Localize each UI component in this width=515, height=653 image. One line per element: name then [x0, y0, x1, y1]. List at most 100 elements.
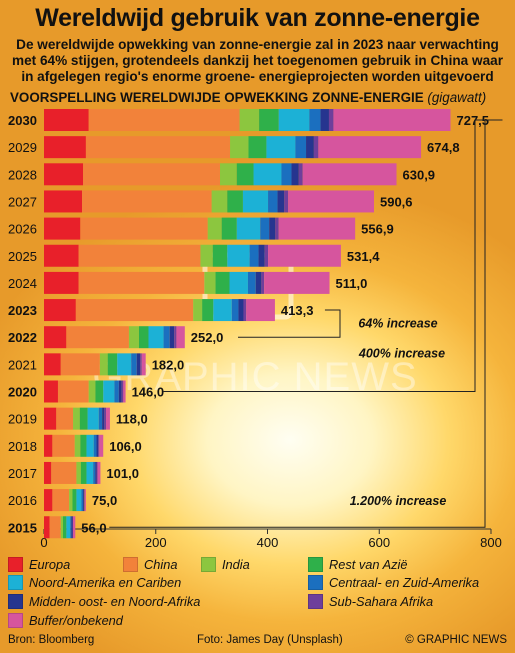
- bar-segment: [268, 244, 341, 267]
- bar-segment: [81, 489, 84, 512]
- bar-segment: [93, 434, 97, 457]
- bracket-1200-increase: [109, 119, 503, 528]
- legend-label: Rest van Azië: [329, 557, 408, 572]
- bar-segment: [333, 109, 451, 131]
- bar-segment: [295, 136, 307, 159]
- bar-segment: [44, 136, 86, 159]
- chart-unit: (gigawatt): [427, 90, 487, 105]
- bar-segment: [44, 461, 52, 484]
- bar-segment: [52, 434, 75, 457]
- page-title: Wereldwijd gebruik van zonne-energie: [35, 4, 480, 32]
- bar-segment: [73, 407, 80, 430]
- bar-segment: [70, 516, 72, 539]
- year-label: 2024: [8, 276, 37, 291]
- legend-swatch: [8, 594, 23, 609]
- year-label: 2027: [8, 194, 37, 209]
- bar-segment: [202, 299, 214, 322]
- total-value-label: 556,9: [361, 222, 394, 237]
- legend-item: China: [123, 557, 177, 572]
- bar-segment: [141, 353, 146, 376]
- total-value-label: 511,0: [336, 276, 368, 291]
- bar-segment: [328, 109, 334, 131]
- bar-segment: [298, 163, 303, 186]
- legend-swatch: [308, 575, 323, 590]
- bar-segment: [277, 190, 285, 213]
- bar-segment: [84, 489, 85, 512]
- legend: Europa China India Rest van Azië Noord-Ameri…: [8, 557, 508, 631]
- total-value-label: 630,9: [403, 167, 436, 182]
- bar-segment: [306, 136, 314, 159]
- bar-segment: [269, 217, 276, 240]
- bar-segment: [88, 380, 96, 403]
- legend-swatch: [8, 575, 23, 590]
- bar-segment: [74, 434, 81, 457]
- year-label: 2022: [8, 330, 37, 345]
- bar-segment: [62, 516, 67, 539]
- bar-segment: [258, 244, 265, 267]
- total-value-label: 101,0: [106, 466, 139, 481]
- total-value-label: 413,3: [281, 303, 314, 318]
- bar-segment: [148, 326, 164, 349]
- bar-segment: [211, 190, 228, 213]
- bar-segment: [60, 353, 100, 376]
- legend-label: India: [222, 557, 250, 572]
- bar-segment: [72, 516, 74, 539]
- bar-segment: [106, 407, 110, 430]
- bar-segment: [44, 299, 76, 322]
- bar-segment: [213, 299, 232, 322]
- legend-item: Midden- oost- en Noord-Afrika: [8, 594, 200, 609]
- bar-segment: [275, 217, 279, 240]
- bar-segment: [49, 516, 61, 539]
- bar-segment: [136, 353, 141, 376]
- legend-item: Europa: [8, 557, 70, 572]
- legend-label: Centraal- en Zuid-Amerika: [329, 575, 480, 590]
- bar-segment: [236, 163, 254, 186]
- legend-swatch: [308, 594, 323, 609]
- bar-segment: [291, 163, 299, 186]
- legend-label: China: [144, 557, 178, 572]
- bar-segment: [83, 163, 221, 186]
- bar-segment: [253, 163, 282, 186]
- bar-segment: [44, 326, 67, 349]
- bar-segment: [264, 271, 330, 294]
- bar-segment: [246, 299, 275, 322]
- total-value-label: 674,8: [427, 140, 460, 155]
- legend-item: Centraal- en Zuid-Amerika: [308, 575, 479, 590]
- year-label: 2019: [8, 412, 37, 427]
- total-value-label: 118,0: [116, 412, 148, 427]
- year-label: 2029: [8, 140, 37, 155]
- bar-segment: [85, 136, 231, 159]
- bar-segment: [76, 489, 82, 512]
- legend-item: Sub-Sahara Afrika: [308, 594, 433, 609]
- total-value-label: 56,0: [81, 520, 106, 535]
- bar-segment: [97, 461, 101, 484]
- bar-segment: [72, 489, 77, 512]
- bar-segment: [71, 516, 73, 539]
- bar-segment: [212, 244, 228, 267]
- bar-segment: [128, 326, 139, 349]
- bar-segment: [44, 217, 81, 240]
- total-value-label: 75,0: [92, 493, 117, 508]
- bar-segment: [221, 217, 237, 240]
- bar-segment: [140, 353, 142, 376]
- bar-segment: [88, 109, 240, 131]
- bar-segment: [102, 407, 105, 430]
- bar-segment: [259, 109, 279, 131]
- bar-segment: [220, 163, 237, 186]
- source-text: Bron: Bloomberg: [8, 634, 95, 646]
- bar-segment: [44, 109, 89, 131]
- bar-segment: [99, 353, 108, 376]
- bar-segment: [87, 407, 99, 430]
- bar-segment: [242, 190, 269, 213]
- bar-segment: [99, 434, 104, 457]
- bar-segment: [66, 326, 129, 349]
- bar-segment: [107, 353, 118, 376]
- legend-swatch: [8, 613, 23, 628]
- bar-segment: [121, 380, 124, 403]
- x-tick-label: 200: [145, 535, 167, 550]
- legend-item: Buffer/onbekend: [8, 613, 123, 628]
- legend-item: India: [201, 557, 250, 572]
- bar-segment: [56, 407, 74, 430]
- x-tick-label: 400: [257, 535, 279, 550]
